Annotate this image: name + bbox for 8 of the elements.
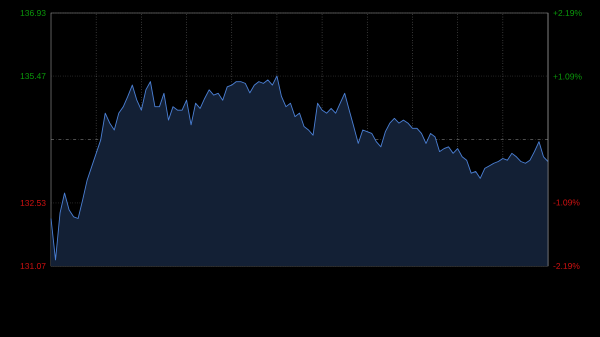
- y-tick-label: 132.53: [20, 200, 46, 206]
- y2-tick-label: +1.09%: [553, 74, 582, 80]
- y-tick-label: 136.93: [20, 10, 46, 16]
- y2-tick-label: +2.19%: [553, 10, 582, 16]
- y2-tick-label: -2.19%: [553, 263, 580, 269]
- y-tick-label: 135.47: [20, 73, 46, 80]
- y2-tick-label: -1.09%: [553, 199, 580, 206]
- y-tick-label: 131.07: [20, 263, 46, 269]
